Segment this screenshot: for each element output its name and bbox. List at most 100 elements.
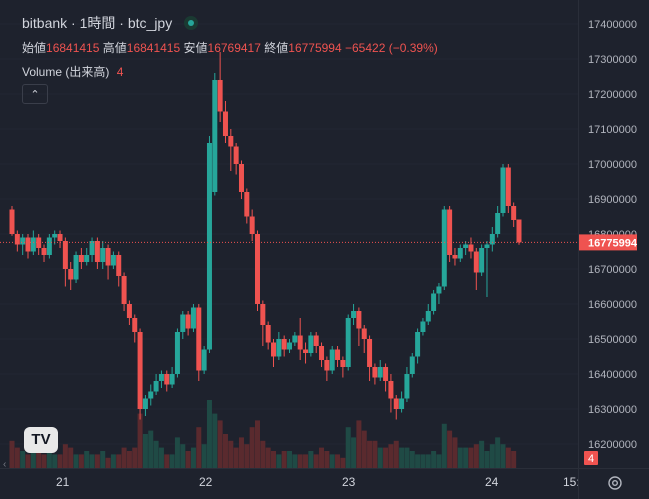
volume-badge-label: 4 [588,453,594,465]
candle-body [265,325,271,343]
title-separator: · [71,15,76,31]
volume-legend[interactable]: Volume (出来高) 4 [22,63,123,80]
candle-body [404,374,410,399]
volume-bar [340,457,346,468]
volume-value: 4 [116,65,124,79]
interval-label: 1時間 [79,15,116,31]
candle-body [516,219,522,243]
time-tick-label: 15: [563,475,580,489]
volume-bar [121,447,127,468]
price-tick-label: 16400000 [588,369,637,381]
scroll-left-icon[interactable]: ‹ [3,459,7,470]
volume-bar [479,440,485,468]
volume-bar [463,447,469,468]
volume-bar [249,427,255,468]
low-value: 16769417 [207,41,261,55]
candle-body [313,335,319,346]
candle-body [78,255,84,262]
volume-bar [415,454,421,468]
candle-body [62,241,68,269]
volume-bar [447,430,453,468]
volume-bar [265,447,271,468]
candle-body [505,167,511,206]
candle-body [196,307,202,371]
candle-body [212,80,218,192]
candle-body [126,304,132,318]
price-axis-divider [578,0,579,499]
volume-bar [20,451,26,468]
candle-body [233,146,239,164]
gear-icon[interactable] [606,474,624,492]
candle-body [9,209,15,234]
candle-body [287,342,293,350]
candle-body [73,255,79,280]
volume-bar [292,454,298,468]
collapse-legend-button[interactable]: ⌃ [22,84,48,104]
volume-bar [25,454,31,468]
candle-body [319,346,325,360]
volume-bar [9,440,15,468]
price-tick-label: 16900000 [588,194,637,206]
volume-label: Volume (出来高) [22,65,110,79]
volume-bar [190,447,196,468]
candle-body [303,349,309,353]
candle-body [361,328,367,339]
candle-body [254,234,260,304]
candle-body [217,80,223,112]
candle-body [473,251,479,273]
candle-body [271,342,277,357]
volume-bar [174,437,180,468]
candle-body [36,237,42,248]
last-price-label: 16775994 [588,237,638,249]
candle-body [89,241,95,255]
volume-bar [324,451,330,468]
candle-body [345,318,351,367]
volume-bar [164,454,170,468]
candle-body [383,367,389,381]
candle-body [180,314,186,332]
price-tick-label: 17000000 [588,159,637,171]
candle-body [436,286,442,294]
volume-bar [62,444,68,468]
close-value: 16775994 [288,41,342,55]
exchange-name: bitbank [22,15,68,31]
candle-body [105,248,111,266]
volume-bar [110,454,116,468]
pair-name: btc_jpy [127,15,173,31]
symbol-title[interactable]: bitbank · 1時間 · btc_jpy [22,13,199,33]
tradingview-logo[interactable]: TV [24,427,58,453]
candle-body [500,167,506,213]
candle-body [351,311,357,318]
volume-bar [116,454,122,468]
volume-bar [319,447,325,468]
volume-bar [457,447,463,468]
time-tick-label: 22 [199,475,213,489]
candle-body [57,234,63,241]
volume-bar [287,451,293,468]
candle-body [158,374,164,381]
volume-bar [41,454,47,468]
candle-body [372,367,378,378]
candle-body [457,248,463,259]
volume-bar [212,413,218,468]
candle-body [164,374,170,385]
candle-body [20,237,26,245]
candle-body [190,307,196,329]
candle-body [441,209,447,287]
candle-body [137,332,143,409]
candle-body [153,381,159,392]
volume-bar [468,447,474,468]
close-label: 終値 [264,41,289,55]
candle-body [132,318,138,332]
change-value: −65422 (−0.39%) [345,41,438,55]
candle-body [356,311,362,329]
candle-body [431,293,437,311]
candle-body [201,349,207,371]
candle-body [100,248,106,262]
price-tick-label: 16600000 [588,299,637,311]
volume-bar [196,427,202,468]
volume-bar [30,451,36,468]
candle-body [41,248,47,255]
candle-body [169,374,175,385]
